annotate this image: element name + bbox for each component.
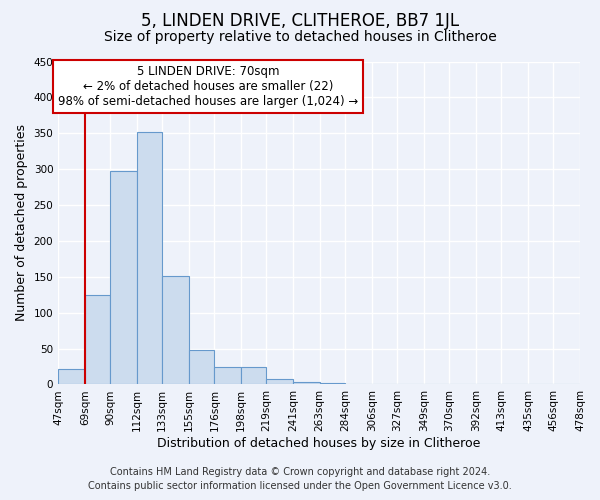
Text: Size of property relative to detached houses in Clitheroe: Size of property relative to detached ho… <box>104 30 496 44</box>
Bar <box>58 368 85 384</box>
Y-axis label: Number of detached properties: Number of detached properties <box>15 124 28 322</box>
Text: Contains HM Land Registry data © Crown copyright and database right 2024.
Contai: Contains HM Land Registry data © Crown c… <box>88 467 512 491</box>
Bar <box>189 350 214 384</box>
Bar <box>137 132 162 384</box>
Bar <box>110 170 137 384</box>
Text: 5 LINDEN DRIVE: 70sqm
← 2% of detached houses are smaller (22)
98% of semi-detac: 5 LINDEN DRIVE: 70sqm ← 2% of detached h… <box>58 65 358 108</box>
X-axis label: Distribution of detached houses by size in Clitheroe: Distribution of detached houses by size … <box>157 437 481 450</box>
Bar <box>162 276 189 384</box>
Bar <box>241 367 266 384</box>
Bar <box>266 378 293 384</box>
Bar <box>85 294 110 384</box>
Bar <box>293 382 320 384</box>
Text: 5, LINDEN DRIVE, CLITHEROE, BB7 1JL: 5, LINDEN DRIVE, CLITHEROE, BB7 1JL <box>141 12 459 30</box>
Bar <box>320 383 345 384</box>
Bar <box>214 367 241 384</box>
